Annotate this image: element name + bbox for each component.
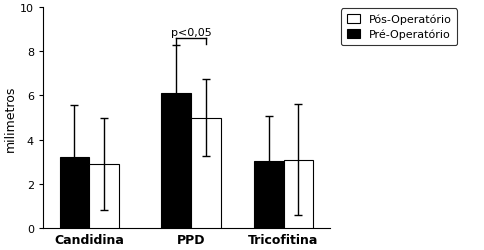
Bar xyxy=(161,94,191,228)
Bar xyxy=(60,158,89,228)
Bar xyxy=(254,161,283,228)
Bar xyxy=(89,164,119,228)
Y-axis label: milimetros: milimetros xyxy=(4,85,17,151)
Bar xyxy=(283,160,313,228)
Bar xyxy=(191,118,220,228)
Legend: Pós-Operatório, Pré-Operatório: Pós-Operatório, Pré-Operatório xyxy=(340,9,456,46)
Text: p<0,05: p<0,05 xyxy=(170,28,211,38)
